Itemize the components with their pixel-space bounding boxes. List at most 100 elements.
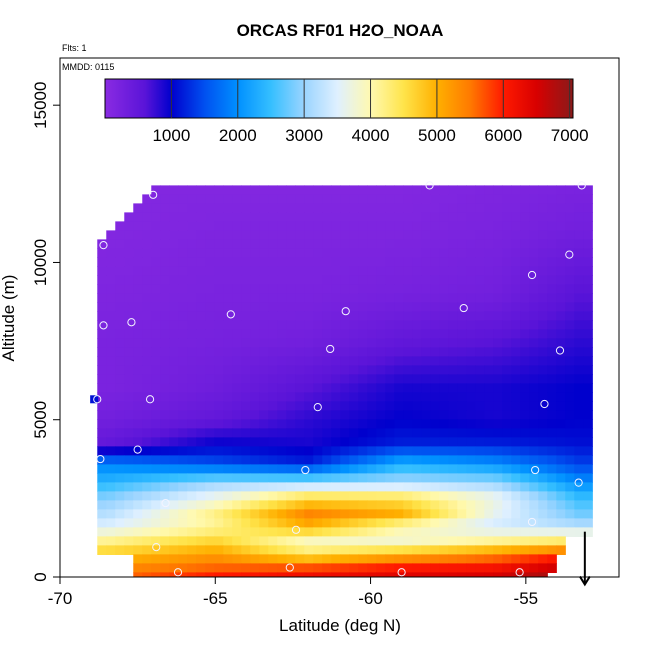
heatmap-cell bbox=[358, 518, 368, 528]
heatmap-cell bbox=[565, 482, 575, 492]
heatmap-cell bbox=[358, 419, 368, 429]
heatmap-cell bbox=[313, 428, 323, 438]
heatmap-cell bbox=[430, 464, 440, 474]
heatmap-cell bbox=[331, 284, 341, 294]
heatmap-cell bbox=[502, 185, 512, 195]
heatmap-cell bbox=[124, 347, 134, 357]
heatmap-cell bbox=[385, 563, 395, 573]
heatmap-cell bbox=[367, 473, 377, 483]
heatmap-cell bbox=[556, 347, 566, 357]
heatmap-cell bbox=[331, 275, 341, 285]
heatmap-cell bbox=[178, 500, 188, 510]
heatmap-cell bbox=[376, 545, 386, 555]
heatmap-cell bbox=[565, 374, 575, 384]
flight-track-points bbox=[93, 181, 586, 577]
heatmap-cell bbox=[511, 347, 521, 357]
heatmap-cell bbox=[403, 212, 413, 222]
heatmap-cell bbox=[151, 428, 161, 438]
heatmap-cell bbox=[295, 563, 305, 573]
heatmap-cell bbox=[259, 437, 269, 447]
flight-track-point bbox=[540, 399, 549, 409]
heatmap-cell bbox=[538, 230, 548, 240]
heatmap-cell bbox=[511, 518, 521, 528]
heatmap-cell bbox=[502, 446, 512, 456]
colorbar-tick-label: 4000 bbox=[352, 126, 390, 145]
heatmap-cell bbox=[223, 338, 233, 348]
heatmap-cell bbox=[205, 338, 215, 348]
heatmap-cell bbox=[529, 365, 539, 375]
heatmap-cell bbox=[358, 248, 368, 258]
heatmap-cell bbox=[403, 473, 413, 483]
heatmap-cell bbox=[538, 221, 548, 231]
heatmap-cell bbox=[115, 320, 125, 330]
heatmap-cell bbox=[511, 248, 521, 258]
heatmap-cell bbox=[511, 536, 521, 546]
heatmap-cell bbox=[475, 509, 485, 519]
heatmap-cell bbox=[412, 257, 422, 267]
heatmap-cell bbox=[430, 347, 440, 357]
heatmap-cell bbox=[322, 239, 332, 249]
heatmap-cell bbox=[583, 284, 593, 294]
heatmap-cell bbox=[133, 212, 143, 222]
heatmap-cell bbox=[286, 572, 296, 577]
heatmap-cell bbox=[475, 194, 485, 204]
heatmap-cell bbox=[394, 329, 404, 339]
heatmap-cell bbox=[547, 509, 557, 519]
heatmap-cell bbox=[547, 446, 557, 456]
heatmap-cell bbox=[448, 284, 458, 294]
heatmap-cell bbox=[196, 545, 206, 555]
heatmap-cell bbox=[151, 320, 161, 330]
heatmap-cell bbox=[403, 518, 413, 528]
heatmap-cell bbox=[583, 446, 593, 456]
heatmap-cell bbox=[133, 275, 143, 285]
flight-track-point bbox=[161, 498, 170, 508]
heatmap-cell bbox=[250, 563, 260, 573]
heatmap-cell bbox=[241, 473, 251, 483]
heatmap-cell bbox=[547, 221, 557, 231]
heatmap-cell bbox=[358, 491, 368, 501]
heatmap-cell bbox=[385, 473, 395, 483]
heatmap-cell bbox=[214, 293, 224, 303]
heatmap-cell bbox=[295, 248, 305, 258]
heatmap-cell bbox=[196, 275, 206, 285]
heatmap-cell bbox=[430, 473, 440, 483]
heatmap-cell bbox=[205, 257, 215, 267]
heatmap-cell bbox=[349, 329, 359, 339]
heatmap-cell bbox=[520, 500, 530, 510]
y-tick-label: 15000 bbox=[31, 82, 50, 129]
heatmap-cell bbox=[196, 464, 206, 474]
heatmap-cell bbox=[556, 410, 566, 420]
heatmap-cell bbox=[475, 464, 485, 474]
heatmap-cell bbox=[259, 266, 269, 276]
heatmap-cell bbox=[457, 203, 467, 213]
heatmap-cell bbox=[385, 536, 395, 546]
heatmap-cell bbox=[106, 410, 116, 420]
heatmap-cell bbox=[304, 212, 314, 222]
heatmap-cell bbox=[295, 473, 305, 483]
heatmap-cell bbox=[556, 248, 566, 258]
heatmap-cell bbox=[322, 383, 332, 393]
heatmap-cell bbox=[448, 275, 458, 285]
heatmap-cell bbox=[367, 491, 377, 501]
heatmap-cell bbox=[115, 410, 125, 420]
heatmap-cell bbox=[511, 509, 521, 519]
heatmap-cell bbox=[259, 410, 269, 420]
heatmap-cell bbox=[565, 284, 575, 294]
heatmap-cell bbox=[151, 518, 161, 528]
heatmap-cell bbox=[349, 554, 359, 564]
heatmap-cell bbox=[304, 554, 314, 564]
heatmap-cell bbox=[124, 365, 134, 375]
heatmap-cell bbox=[286, 545, 296, 555]
heatmap-cell bbox=[115, 374, 125, 384]
heatmap-cell bbox=[322, 284, 332, 294]
heatmap-cell bbox=[574, 203, 584, 213]
heatmap-cell bbox=[205, 500, 215, 510]
heatmap-cell bbox=[124, 482, 134, 492]
heatmap-cell bbox=[142, 554, 152, 564]
heatmap-cell bbox=[520, 554, 530, 564]
heatmap-cell bbox=[547, 428, 557, 438]
heatmap-cell bbox=[583, 491, 593, 501]
heatmap-cell bbox=[493, 401, 503, 411]
heatmap-cell bbox=[250, 275, 260, 285]
heatmap-cell bbox=[232, 221, 242, 231]
